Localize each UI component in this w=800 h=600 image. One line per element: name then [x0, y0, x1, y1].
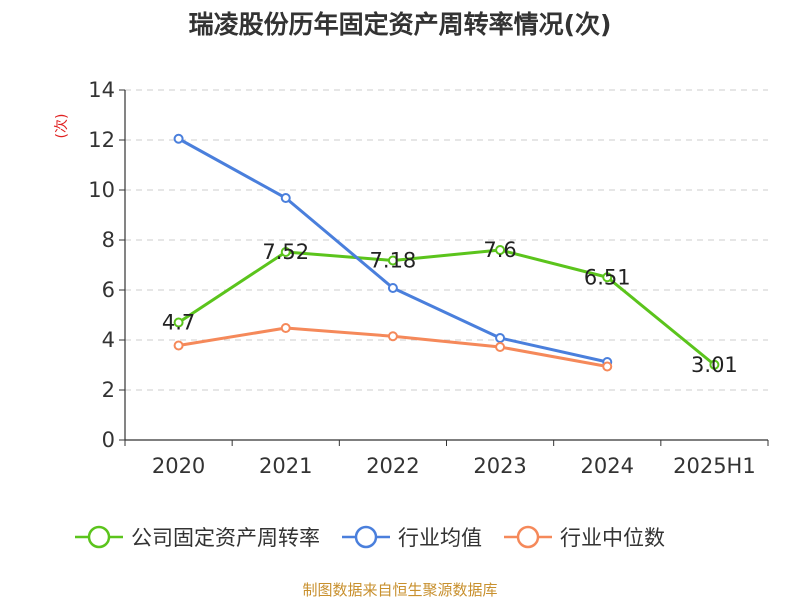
data-point [280, 323, 291, 333]
data-point [173, 317, 184, 328]
axes: 0 2 4 6 8 10 12 14 2020 2021 2022 2023 2024 2025H1 [88, 78, 769, 478]
data-point [602, 272, 613, 283]
data-point [387, 331, 398, 342]
data-point [709, 359, 720, 370]
x-tick-label: 2021 [259, 454, 312, 478]
y-tick-label: 12 [88, 128, 115, 152]
y-tick-label: 4 [102, 328, 115, 352]
x-tick-label: 2025H1 [673, 454, 756, 478]
data-point [173, 340, 184, 351]
y-tick-label: 10 [88, 178, 115, 202]
x-tick-label: 2020 [152, 454, 205, 478]
legend: 公司固定资产周转率 行业均值 行业中位数 [75, 525, 665, 550]
data-point [495, 333, 506, 343]
legend-marker [87, 525, 111, 549]
data-labels: 4.7 7.52 7.18 7.6 6.51 3.01 [162, 238, 738, 377]
legend-label: 行业中位数 [560, 526, 665, 550]
data-label: 7.18 [370, 249, 417, 273]
y-tick-label: 14 [88, 78, 115, 102]
y-tick-label: 6 [102, 278, 115, 302]
y-tick-label: 8 [102, 228, 115, 252]
data-point [173, 133, 184, 144]
x-tick-label: 2022 [366, 454, 419, 478]
series-layer [173, 133, 720, 372]
data-label: 7.6 [483, 238, 516, 262]
data-label: 4.7 [162, 311, 195, 335]
data-point [280, 193, 291, 203]
chart-title: 瑞凌股份历年固定资产周转率情况(次) [189, 10, 612, 39]
data-label: 7.52 [262, 240, 309, 264]
data-point [602, 361, 613, 372]
legend-marker [516, 525, 540, 549]
data-point [387, 283, 398, 293]
grid-lines [125, 89, 768, 391]
x-tick-label: 2024 [581, 454, 634, 478]
data-label: 6.51 [584, 265, 631, 289]
series-line-1 [177, 248, 716, 366]
data-point [495, 342, 506, 352]
x-tick-label: 2023 [473, 454, 526, 478]
y-axis-unit: (次) [54, 114, 70, 139]
y-tick-label: 0 [102, 428, 115, 452]
legend-label: 公司固定资产周转率 [131, 526, 320, 550]
source-note: 制图数据来自恒生聚源数据库 [302, 581, 497, 599]
y-tick-label: 2 [102, 378, 115, 402]
data-point [495, 245, 506, 255]
data-point [280, 247, 291, 257]
data-point [387, 255, 398, 266]
data-label: 3.01 [691, 353, 738, 377]
legend-marker [354, 525, 378, 549]
legend-label: 行业均值 [398, 526, 482, 550]
